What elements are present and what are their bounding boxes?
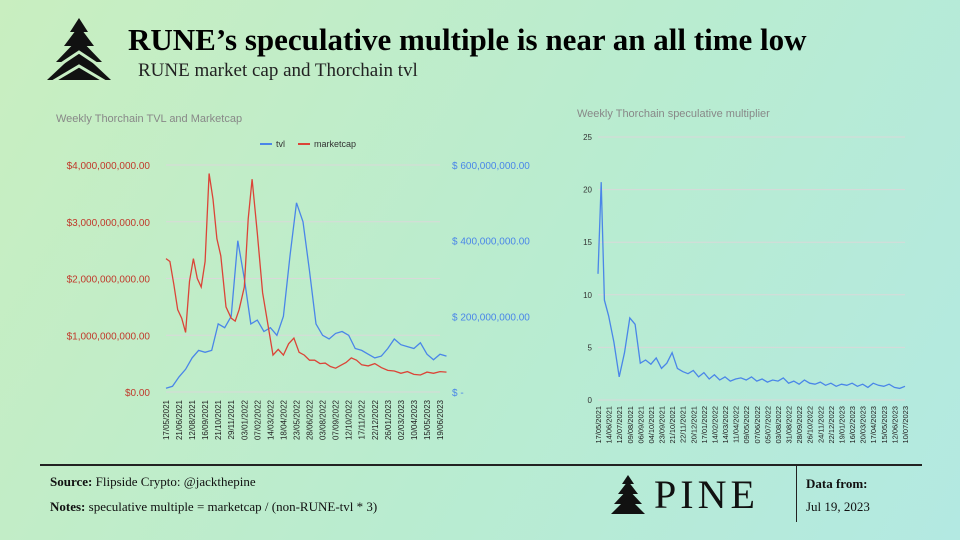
x-tick-label: 17/05/2021	[594, 406, 603, 444]
pine-tree-logo	[47, 18, 111, 84]
x-tick-label: 29/11/2021	[227, 399, 236, 439]
page-subtitle: RUNE market cap and Thorchain tvl	[138, 60, 418, 81]
x-tick-label: 23/09/2021	[658, 406, 667, 444]
data-from-label: Data from:	[806, 476, 868, 492]
x-tick-label: 17/11/2022	[358, 399, 367, 439]
right-tick-label: $ 600,000,000.00	[452, 161, 530, 172]
x-tick-label: 07/09/2022	[332, 399, 341, 440]
page-title: RUNE’s speculative multiple is near an a…	[128, 22, 807, 57]
y-tick-label: 15	[583, 238, 592, 247]
x-tick-label: 05/07/2022	[763, 406, 772, 444]
x-tick-label: 12/10/2022	[345, 399, 354, 440]
x-tick-label: 15/05/2023	[423, 399, 432, 440]
tvl-marketcap-chart: Weekly Thorchain TVL and Marketcap tvl m…	[56, 113, 530, 440]
y-tick-label: 5	[588, 343, 593, 352]
x-tick-label: 06/09/2021	[636, 406, 645, 444]
chart-title: Weekly Thorchain TVL and Marketcap	[56, 113, 242, 125]
y-tick-label: 25	[583, 133, 592, 142]
x-tick-label: 14/02/2022	[710, 406, 719, 444]
x-tick-label: 22/12/2022	[371, 399, 380, 440]
notes-line: Notes: speculative multiple = marketcap …	[50, 499, 377, 515]
x-tick-label: 02/03/2023	[397, 399, 406, 440]
legend-marketcap: marketcap	[314, 139, 356, 149]
x-tick-label: 10/04/2023	[410, 399, 419, 440]
x-tick-label: 26/01/2023	[384, 399, 393, 440]
right-tick-label: $ -	[452, 388, 464, 399]
x-tick-label: 24/11/2022	[816, 406, 825, 443]
x-tick-label: 16/02/2023	[848, 406, 857, 444]
x-tick-label: 20/03/2023	[859, 406, 868, 444]
x-tick-label: 12/06/2023	[890, 406, 899, 444]
y-tick-label: 10	[583, 291, 592, 300]
left-tick-label: $0.00	[125, 388, 150, 399]
x-tick-label: 12/08/2021	[188, 399, 197, 440]
notes-label: Notes:	[50, 499, 86, 514]
source-text: Flipside Crypto: @jackthepine	[95, 474, 256, 489]
right-tick-label: $ 400,000,000.00	[452, 237, 530, 248]
x-tick-label: 14/03/2022	[721, 406, 730, 444]
x-tick-label: 20/12/2021	[689, 406, 698, 444]
x-tick-label: 03/08/2022	[319, 399, 328, 440]
y-tick-label: 0	[588, 396, 593, 405]
series-line-tvl	[165, 202, 447, 389]
notes-text: speculative multiple = marketcap / (non-…	[88, 499, 378, 514]
x-tick-label: 28/09/2022	[795, 406, 804, 444]
footer-vertical-divider	[796, 466, 797, 522]
y-tick-label: 20	[583, 186, 592, 195]
left-tick-label: $3,000,000,000.00	[67, 218, 151, 229]
x-tick-label: 17/05/2021	[162, 399, 171, 440]
x-tick-label: 07/06/2022	[753, 406, 762, 444]
x-tick-label: 23/05/2022	[292, 399, 301, 440]
x-tick-label: 21/06/2021	[175, 399, 184, 440]
x-tick-label: 22/11/2021	[679, 406, 688, 443]
x-tick-label: 10/07/2023	[901, 406, 910, 444]
data-from-label-text: Data from:	[806, 476, 868, 491]
x-tick-label: 17/04/2023	[869, 406, 878, 444]
chart-title: Weekly Thorchain speculative multiplier	[577, 108, 770, 120]
left-tick-label: $4,000,000,000.00	[67, 161, 151, 172]
x-tick-label: 16/09/2021	[201, 399, 210, 440]
left-tick-label: $1,000,000,000.00	[67, 331, 151, 342]
x-tick-label: 07/02/2022	[253, 399, 262, 440]
x-tick-label: 19/06/2023	[436, 399, 445, 440]
x-tick-label: 19/01/2023	[837, 406, 846, 444]
series-line-marketcap	[165, 173, 447, 376]
pine-tree-icon	[611, 475, 645, 514]
x-tick-label: 31/08/2022	[785, 406, 794, 444]
x-tick-label: 04/10/2021	[647, 406, 656, 444]
x-tick-label: 09/05/2022	[742, 406, 751, 444]
data-from-date: Jul 19, 2023	[806, 499, 870, 514]
x-tick-label: 22/12/2022	[827, 406, 836, 444]
source-line: Source: Flipside Crypto: @jackthepine	[50, 474, 256, 490]
speculative-multiplier-chart: Weekly Thorchain speculative multiplier …	[577, 108, 910, 444]
x-tick-label: 03/08/2022	[774, 406, 783, 444]
left-tick-label: $2,000,000,000.00	[67, 275, 151, 286]
x-tick-label: 26/10/2022	[806, 406, 815, 444]
x-tick-label: 21/10/2021	[668, 406, 677, 444]
source-label: Source:	[50, 474, 93, 489]
x-tick-label: 15/05/2023	[880, 406, 889, 444]
brand-name: PINE	[654, 472, 759, 517]
x-tick-label: 28/06/2022	[306, 399, 315, 440]
series-line-multiplier	[597, 182, 906, 390]
x-tick-label: 17/01/2022	[700, 406, 709, 444]
right-tick-label: $ 200,000,000.00	[452, 312, 530, 323]
legend: tvl marketcap	[260, 139, 356, 149]
x-tick-label: 12/07/2021	[615, 406, 624, 444]
x-tick-label: 14/06/2021	[605, 406, 614, 444]
pine-brand: PINE	[610, 474, 759, 516]
x-tick-label: 14/03/2022	[266, 399, 275, 440]
x-tick-label: 03/01/2022	[240, 399, 249, 440]
x-tick-label: 21/10/2021	[214, 399, 223, 440]
x-tick-label: 18/04/2022	[279, 399, 288, 440]
legend-tvl: tvl	[276, 139, 285, 149]
x-tick-label: 09/08/2021	[626, 406, 635, 444]
footer-divider	[40, 464, 922, 466]
x-tick-label: 11/04/2022	[732, 406, 741, 443]
